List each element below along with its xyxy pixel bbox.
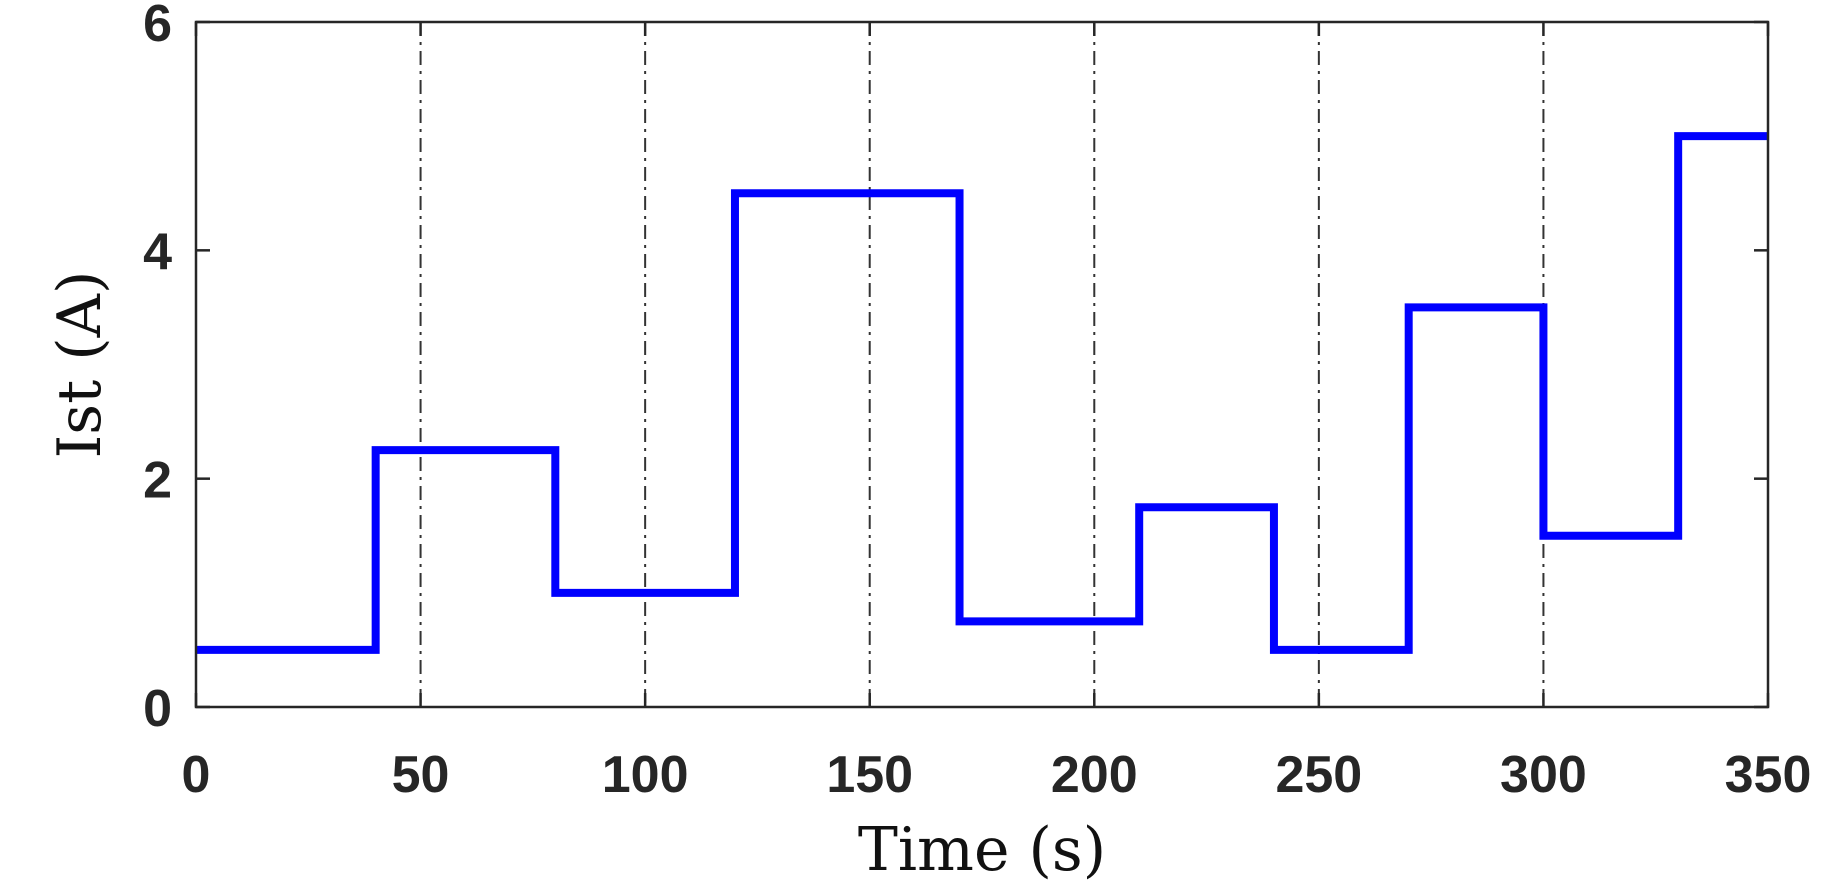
x-tick-label-50: 50 <box>392 746 450 804</box>
y-tick-label-2: 2 <box>143 452 172 510</box>
ticks: 0 50 100 150 200 250 300 350 0 2 4 6 <box>143 0 1811 804</box>
x-tick-label-100: 100 <box>602 746 689 804</box>
y-axis-label: Ist (A) <box>45 271 115 459</box>
y-tick-label-6: 6 <box>143 0 172 53</box>
x-tick-label-300: 300 <box>1500 746 1587 804</box>
plot-frame <box>194 20 1770 709</box>
y-tick-label-4: 4 <box>143 223 172 281</box>
x-tick-label-0: 0 <box>182 746 211 804</box>
series-line-0 <box>196 132 1768 654</box>
gridlines <box>419 22 1545 707</box>
y-tick-label-0: 0 <box>143 680 172 738</box>
x-tick-label-200: 200 <box>1051 746 1138 804</box>
x-tick-label-250: 250 <box>1275 746 1362 804</box>
x-tick-label-350: 350 <box>1725 746 1812 804</box>
series-layer <box>196 132 1768 654</box>
x-axis-label: Time (s) <box>858 815 1106 885</box>
x-tick-label-150: 150 <box>826 746 913 804</box>
